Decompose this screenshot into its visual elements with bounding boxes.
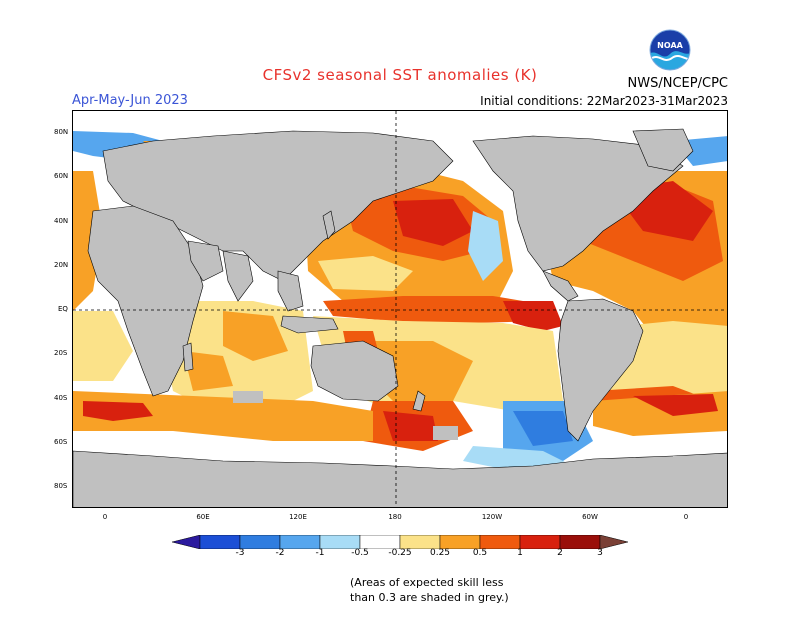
lon-label-120w: 120W xyxy=(481,513,503,521)
lon-label-0: 0 xyxy=(102,513,108,521)
colorbar-segment xyxy=(439,534,481,550)
lon-label-180: 180 xyxy=(388,513,402,521)
colorbar-tip-right xyxy=(599,534,629,550)
lon-label-60e: 60E xyxy=(196,513,210,521)
colorbar-segment xyxy=(359,534,401,550)
colorbar-label: 1 xyxy=(517,548,523,558)
low-skill-grey-areas xyxy=(113,391,713,471)
initial-conditions-label: Initial conditions: 22Mar2023-31Mar2023 xyxy=(480,94,728,108)
colorbar-label: 0.5 xyxy=(472,548,488,558)
lon-label-120e: 120E xyxy=(289,513,307,521)
lat-label-80n: 80N xyxy=(54,128,69,136)
organization-label: NWS/NCEP/CPC xyxy=(627,76,728,91)
colorbar-segment xyxy=(399,534,441,550)
colorbar-label: -0.25 xyxy=(388,548,412,558)
lat-label-eq: EQ xyxy=(58,305,68,313)
colorbar-segment xyxy=(519,534,561,550)
chart-title: CFSv2 seasonal SST anomalies (K) xyxy=(262,66,538,84)
season-label: Apr-May-Jun 2023 xyxy=(72,93,188,108)
skill-footnote: (Areas of expected skill less than 0.3 a… xyxy=(350,575,550,605)
lat-label-40n: 40N xyxy=(54,217,69,225)
colorbar-tip-left xyxy=(171,534,201,550)
lon-label-60w: 60W xyxy=(582,513,598,521)
colorbar-label: 3 xyxy=(597,548,603,558)
lon-label-0-east: 0 xyxy=(683,513,689,521)
lat-label-20s: 20S xyxy=(54,349,68,357)
map-canvas xyxy=(73,111,727,507)
lat-label-60n: 60N xyxy=(54,172,69,180)
colorbar-label: -1 xyxy=(315,548,325,558)
colorbar-label: -2 xyxy=(275,548,285,558)
lat-label-80s: 80S xyxy=(54,482,68,490)
colorbar-label: 2 xyxy=(557,548,563,558)
colorbar-segment xyxy=(239,534,281,550)
colorbar xyxy=(171,534,629,553)
colorbar-label: -3 xyxy=(235,548,245,558)
logo-text: NOAA xyxy=(657,41,683,50)
footnote-line-1: (Areas of expected skill less xyxy=(350,576,504,589)
sst-anomaly-map xyxy=(72,110,728,508)
colorbar-label: 0.25 xyxy=(429,548,451,558)
colorbar-segment xyxy=(199,534,241,550)
colorbar-segment xyxy=(479,534,521,550)
colorbar-segment xyxy=(559,534,601,550)
lat-label-60s: 60S xyxy=(54,438,68,446)
footnote-line-2: than 0.3 are shaded in grey.) xyxy=(350,591,509,604)
noaa-logo: NOAA xyxy=(648,28,692,76)
colorbar-label: -0.5 xyxy=(351,548,369,558)
colorbar-segment xyxy=(279,534,321,550)
lat-label-40s: 40S xyxy=(54,394,68,402)
land-masses xyxy=(73,128,727,507)
lat-label-20n: 20N xyxy=(54,261,69,269)
colorbar-segment xyxy=(319,534,361,550)
